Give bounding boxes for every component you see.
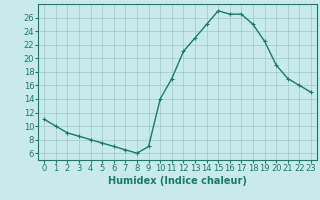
X-axis label: Humidex (Indice chaleur): Humidex (Indice chaleur)	[108, 176, 247, 186]
